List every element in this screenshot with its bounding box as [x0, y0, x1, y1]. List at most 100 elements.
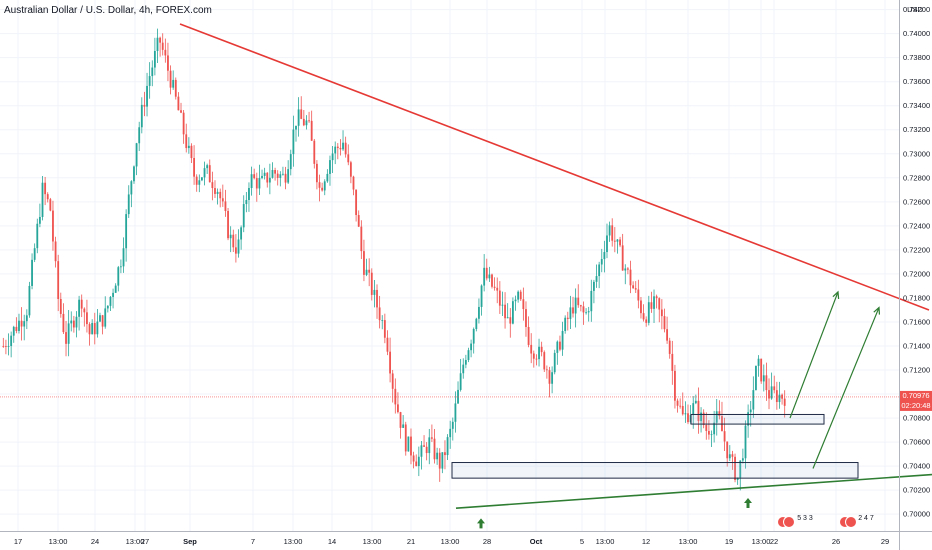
current-price-label: 0.70976 02:20:48 [900, 390, 932, 411]
support-zone-box[interactable] [451, 462, 859, 479]
candle-body [114, 285, 117, 293]
candle-body [36, 223, 39, 249]
support-trendline[interactable] [455, 473, 932, 509]
candle-body [248, 188, 250, 201]
candle-body [608, 225, 611, 236]
economic-event-badge[interactable]: 5 3 3 [777, 515, 813, 528]
candle-body [389, 351, 391, 374]
price-tick-label: 0.74200 [903, 5, 930, 14]
price-axis[interactable]: 0.700000.702000.704000.706000.708000.710… [903, 5, 930, 519]
candle-body [216, 191, 219, 194]
price-tick-label: 0.72000 [903, 269, 930, 278]
candle-body [412, 455, 415, 462]
price-tick-label: 0.70000 [903, 510, 930, 519]
candle-body [755, 365, 757, 391]
candle-body [18, 320, 20, 331]
candle-body [747, 412, 750, 426]
price-tick-label: 0.73400 [903, 101, 930, 110]
candle-body [483, 267, 486, 286]
forecast-arrow-line[interactable] [812, 307, 880, 469]
time-tick-label: 13:00 [596, 537, 615, 546]
candle-body [553, 352, 556, 373]
candle-body [334, 146, 337, 154]
candle-body [182, 112, 185, 135]
candle-body [574, 297, 577, 314]
candle-body [619, 239, 621, 246]
candle-body [404, 424, 407, 452]
forecast-arrow-line[interactable] [789, 291, 839, 419]
support-zone-box[interactable] [690, 413, 825, 425]
candle-body [650, 302, 653, 309]
candle-body [710, 434, 713, 436]
candle-body [336, 146, 339, 148]
candle-body [187, 145, 190, 149]
time-tick-label: 21 [407, 537, 415, 546]
candle-body [255, 178, 258, 189]
candle-body [193, 158, 195, 177]
candle-body [415, 461, 418, 467]
candle-body [297, 109, 300, 126]
grid-lines [0, 0, 899, 531]
candle-body [54, 241, 57, 262]
candle-body [253, 174, 256, 179]
support-zones[interactable] [451, 413, 859, 479]
candle-body [749, 409, 752, 413]
candle-body [606, 235, 608, 253]
bounce-up-arrow-icon [477, 518, 485, 529]
candle-body [391, 373, 394, 389]
candle-body [551, 372, 554, 384]
candle-body [153, 50, 156, 68]
candle-body [603, 252, 606, 260]
candle-body [464, 360, 467, 365]
candle-body [185, 134, 188, 149]
candle-body [143, 104, 146, 107]
forecast-arrows[interactable] [789, 290, 881, 469]
candle-body [501, 304, 504, 306]
candle-body [331, 153, 334, 161]
candle-body [266, 172, 269, 183]
candle-body [57, 261, 60, 300]
price-tick-label: 0.71800 [903, 293, 930, 302]
candle-body [112, 292, 114, 297]
candle-body [44, 182, 47, 195]
candle-body [261, 175, 263, 179]
event-badges[interactable]: 5 3 3 2 4 7 [777, 515, 874, 528]
candle-body [88, 324, 91, 335]
candle-body [224, 201, 227, 211]
candle-body [119, 266, 122, 268]
candle-body [91, 323, 94, 335]
candle-body [645, 319, 648, 323]
candle-body [509, 317, 512, 324]
candle-body [383, 320, 386, 338]
bounce-arrows [477, 497, 752, 529]
candle-body [616, 239, 619, 242]
candle-body [504, 304, 506, 319]
time-tick-label: 19 [725, 537, 733, 546]
candle-body [577, 297, 580, 306]
price-tick-label: 0.71600 [903, 317, 930, 326]
candle-body [140, 104, 143, 128]
resistance-trendline[interactable] [179, 23, 930, 311]
candle-body [258, 178, 261, 189]
candle-body [697, 400, 700, 422]
candle-body [532, 353, 535, 359]
candle-body [768, 390, 770, 399]
candle-body [545, 369, 548, 371]
economic-event-badge[interactable]: 2 4 7 [839, 515, 874, 528]
price-tick-label: 0.70200 [903, 486, 930, 495]
candle-body [668, 340, 671, 354]
time-tick-label: 14 [328, 537, 336, 546]
candle-body [276, 173, 279, 178]
candle-body [177, 96, 180, 111]
candle-body [41, 182, 44, 217]
candle-body [151, 67, 154, 77]
candle-body [198, 180, 201, 185]
candle-body [135, 143, 138, 167]
candle-body [561, 331, 564, 350]
candle-body [475, 318, 478, 330]
candle-body [31, 259, 33, 286]
candle-body [70, 320, 73, 324]
candle-body [342, 142, 344, 150]
